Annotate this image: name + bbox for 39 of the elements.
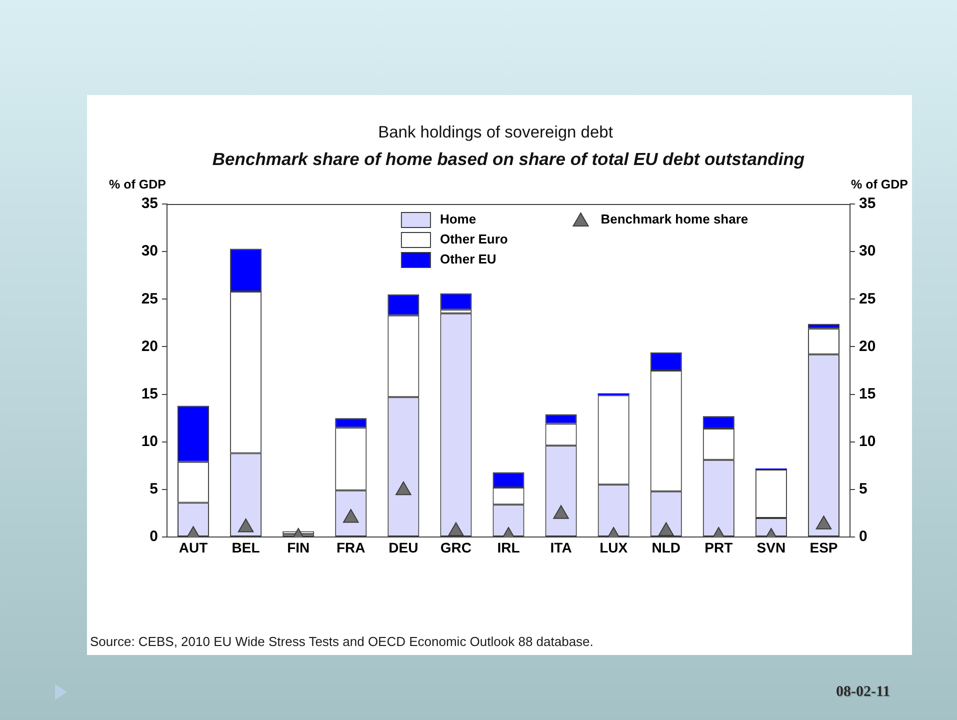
y2-tick-label: 15 — [859, 385, 876, 402]
y-tick-label: 35 — [141, 195, 158, 212]
y-axis-title: % of GDP — [109, 177, 166, 192]
y-tick-label: 25 — [141, 290, 158, 308]
y2-tick-label: 35 — [859, 195, 876, 212]
text: 08-02-11 — [836, 684, 890, 701]
y-tick-label: 5 — [150, 480, 158, 498]
y-tick-label: 15 — [141, 385, 158, 402]
x-tick-label: GRC — [440, 539, 472, 556]
x-tick-label: DEU — [388, 539, 418, 556]
x-tick-label: NLD — [652, 539, 681, 556]
y2-tick-label: 20 — [859, 338, 876, 355]
x-tick-label: IRL — [497, 539, 520, 556]
legend-label: Home — [440, 212, 476, 227]
y-tick-label: 10 — [141, 433, 158, 450]
x-tick-label: PRT — [704, 539, 734, 556]
x-tick-label: AUT — [178, 539, 208, 556]
legend-label: Other EU — [440, 252, 496, 267]
chart-title: Bank holdings of sovereign debt — [378, 124, 614, 142]
y2-tick-label: 30 — [859, 242, 876, 260]
x-tick-label: ITA — [550, 539, 572, 556]
x-tick-label: SVN — [756, 539, 786, 556]
y-tick-label: 20 — [141, 338, 158, 355]
y2-tick-label: 25 — [859, 290, 876, 308]
y2-tick-label: 0 — [859, 528, 868, 546]
y-tick-label: 30 — [141, 242, 158, 260]
source-note: Source: CEBS, 2010 EU Wide Stress Tests and OECD Economic Outlook 88 database. — [90, 634, 594, 649]
x-tick-label: LUX — [600, 539, 628, 556]
legend-label: Other Euro — [440, 232, 508, 247]
y-tick-label: 0 — [150, 528, 158, 546]
x-tick-label: ESP — [810, 539, 838, 556]
x-tick-label: FIN — [287, 539, 310, 556]
x-tick-label: BEL — [232, 539, 260, 556]
y2-axis-title: % of GDP — [851, 177, 908, 192]
x-tick-label: FRA — [336, 539, 366, 556]
legend-label: Benchmark home share — [600, 212, 748, 227]
y2-tick-label: 5 — [859, 480, 868, 498]
chart-subtitle: Benchmark share of home based on share of total EU debt outstanding — [212, 148, 805, 169]
y2-tick-label: 10 — [859, 433, 876, 450]
